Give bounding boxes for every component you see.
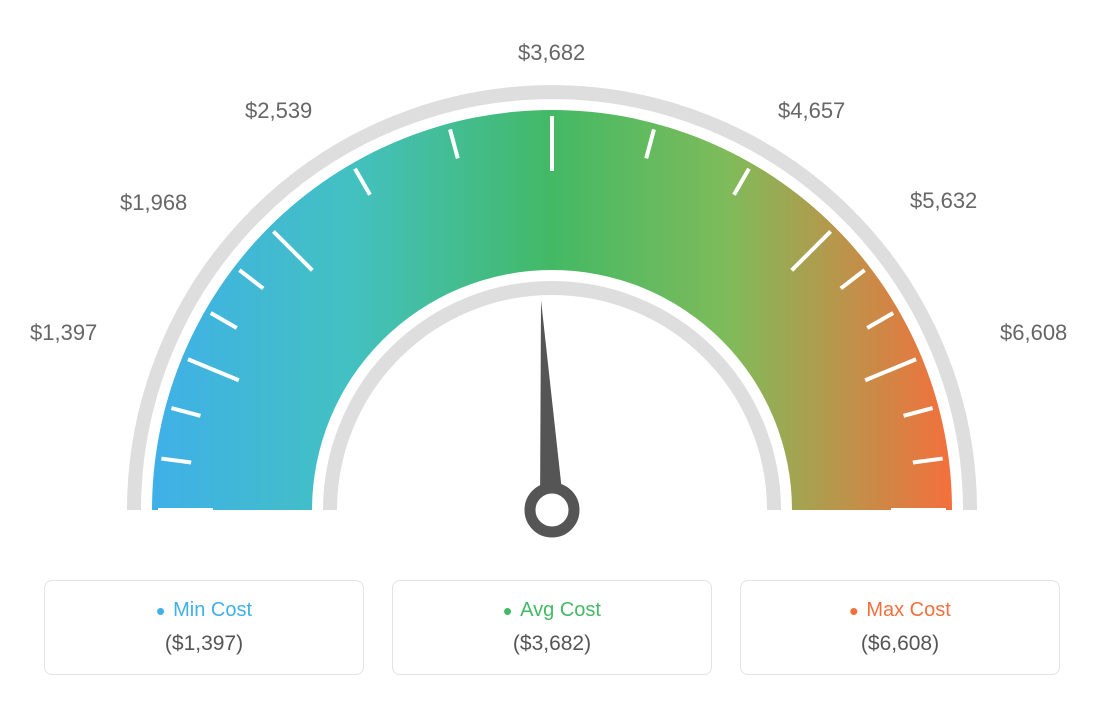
- legend-max-title: Max Cost: [741, 599, 1059, 622]
- gauge-tick-label: $1,968: [120, 190, 187, 216]
- legend-card-max: Max Cost ($6,608): [740, 580, 1060, 675]
- cost-gauge-chart: $1,397 $1,968 $2,539 $3,682 $4,657 $5,632 $6,6…: [30, 30, 1074, 560]
- legend-avg-value: ($3,682): [393, 632, 711, 656]
- gauge-tick-label: $6,608: [1000, 320, 1067, 346]
- gauge-tick-label: $2,539: [245, 98, 312, 124]
- gauge-tick-label: $4,657: [778, 98, 845, 124]
- gauge-tick-label: $5,632: [910, 188, 977, 214]
- legend-max-value: ($6,608): [741, 632, 1059, 656]
- gauge-svg: [30, 30, 1074, 560]
- gauge-tick-label: $1,397: [30, 320, 97, 346]
- legend-card-avg: Avg Cost ($3,682): [392, 580, 712, 675]
- legend-min-title: Min Cost: [45, 599, 363, 622]
- legend-avg-title: Avg Cost: [393, 599, 711, 622]
- gauge-needle: [530, 300, 574, 532]
- legend-row: Min Cost ($1,397) Avg Cost ($3,682) Max …: [30, 580, 1074, 675]
- legend-min-value: ($1,397): [45, 632, 363, 656]
- gauge-tick-label: $3,682: [518, 40, 585, 66]
- legend-card-min: Min Cost ($1,397): [44, 580, 364, 675]
